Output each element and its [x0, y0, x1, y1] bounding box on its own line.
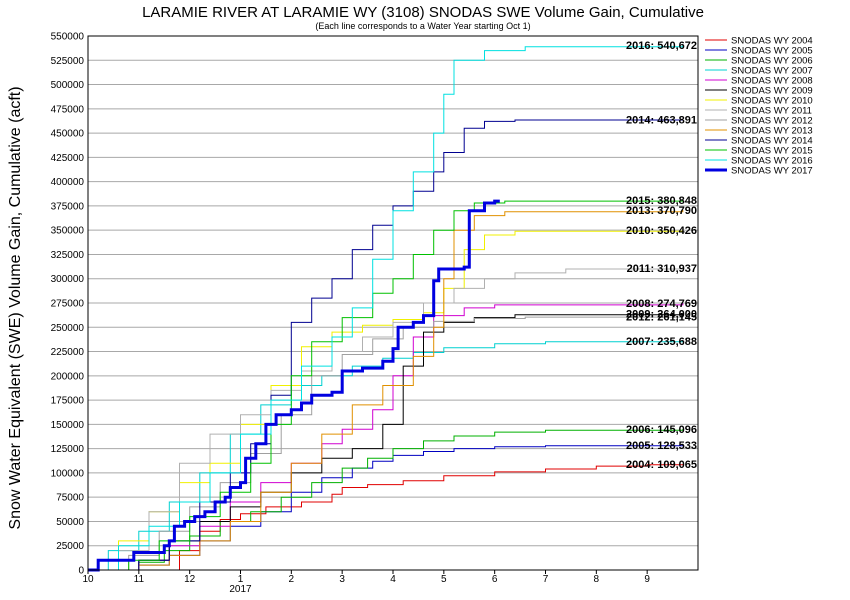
y-axis-label: Snow Water Equivalent (SWE) Volume Gain,… [7, 86, 24, 529]
y-tick-label: 400000 [51, 177, 85, 188]
x-tick-label: 2 [289, 574, 295, 585]
y-tick-label: 75000 [56, 493, 84, 504]
y-tick-label: 300000 [51, 274, 85, 285]
y-tick-label: 275000 [51, 299, 85, 310]
legend-entry-label: SNODAS WY 2007 [731, 66, 813, 77]
series-line-snodas-wy-2005 [88, 445, 684, 571]
series-line-snodas-wy-2011 [88, 268, 684, 571]
legend-entry-label: SNODAS WY 2015 [731, 146, 813, 157]
y-tick-label: 125000 [51, 444, 85, 455]
y-tick-label: 350000 [51, 226, 85, 237]
x-tick-label: 12 [184, 574, 196, 585]
series-end-label: 2007: 235,688 [626, 336, 697, 348]
x-tick-label: 5 [441, 574, 447, 585]
series-end-label: 2013: 370,790 [626, 205, 697, 217]
y-tick-label: 150000 [51, 420, 85, 431]
series-line-snodas-wy-2016 [88, 45, 684, 571]
series-end-label: 2010: 350,426 [626, 225, 697, 237]
x-tick-label: 11 [134, 574, 145, 585]
y-tick-label: 525000 [51, 56, 85, 67]
series-end-label: 2005: 128,533 [626, 440, 697, 452]
y-tick-label: 550000 [51, 32, 85, 43]
y-tick-label: 200000 [51, 371, 85, 382]
series-end-label: 2012: 261,145 [626, 311, 697, 323]
series-end-label: 2006: 145,096 [626, 424, 697, 436]
x-tick-label: 1 [238, 574, 244, 585]
series-end-label: 2008: 274,769 [626, 298, 697, 310]
x-tick-label: 7 [543, 574, 549, 585]
series-lines [88, 45, 684, 572]
legend-entry-label: SNODAS WY 2014 [731, 136, 813, 147]
y-tick-label: 375000 [51, 201, 85, 212]
series-end-label: 2009: 264,000 [626, 309, 697, 321]
y-tick-label: 425000 [51, 153, 85, 164]
y-tick-label: 450000 [51, 129, 85, 140]
chart-title: LARAMIE RIVER AT LARAMIE WY (3108) SNODA… [142, 4, 704, 21]
x-tick-label: 6 [492, 574, 498, 585]
legend-entry-label: SNODAS WY 2005 [731, 46, 813, 57]
series-line-snodas-wy-2012 [88, 316, 684, 571]
series-line-snodas-wy-2006 [88, 429, 684, 571]
chart-subtitle: (Each line corresponds to a Water Year s… [315, 21, 530, 31]
x-tick-label: 8 [594, 574, 600, 585]
legend-entry-label: SNODAS WY 2006 [731, 56, 813, 67]
legend-entry-label: SNODAS WY 2013 [731, 126, 813, 137]
series-end-label: 2015: 380,848 [626, 195, 697, 207]
legend-entry-label: SNODAS WY 2012 [731, 116, 813, 127]
y-tick-label: 225000 [51, 347, 85, 358]
y-tick-label: 175000 [51, 396, 85, 407]
legend-entry-label: SNODAS WY 2008 [731, 76, 813, 87]
series-line-snodas-wy-2017 [88, 199, 500, 572]
y-tick-label: 250000 [51, 323, 85, 334]
series-end-label: 2004: 109,065 [626, 459, 697, 471]
axis-ticks: 0250005000075000100000125000150000175000… [51, 32, 651, 596]
end-annotations: 2004: 109,065 2005: 128,533 2006: 145,096 2… [626, 40, 697, 471]
legend-entry-label: SNODAS WY 2004 [731, 36, 813, 47]
x-tick-label: 3 [339, 574, 345, 585]
y-tick-label: 325000 [51, 250, 85, 261]
legend-entry-label: SNODAS WY 2010 [731, 96, 813, 107]
series-end-label: 2016: 540,672 [626, 40, 697, 52]
series-line-snodas-wy-2015 [88, 200, 684, 571]
series-line-snodas-wy-2008 [88, 303, 684, 571]
series-line-snodas-wy-2013 [88, 210, 684, 571]
legend-entry-label: SNODAS WY 2017 [731, 166, 813, 177]
series-line-snodas-wy-2004 [88, 464, 684, 571]
x-year-label: 2017 [229, 584, 252, 595]
y-tick-label: 500000 [51, 80, 85, 91]
y-tick-label: 100000 [51, 468, 85, 479]
legend-entry-label: SNODAS WY 2011 [731, 106, 812, 117]
y-tick-label: 25000 [56, 541, 84, 552]
x-tick-label: 9 [644, 574, 650, 585]
y-tick-label: 475000 [51, 104, 85, 115]
legend-entry-label: SNODAS WY 2009 [731, 86, 813, 97]
y-tick-label: 50000 [56, 517, 84, 528]
series-end-label: 2011: 310,937 [627, 263, 697, 275]
x-tick-label: 4 [390, 574, 396, 585]
series-end-label: 2014: 463,891 [626, 115, 697, 127]
legend-entry-label: SNODAS WY 2016 [731, 156, 813, 167]
x-tick-label: 10 [82, 574, 94, 585]
y-tick-label: 0 [78, 566, 84, 577]
